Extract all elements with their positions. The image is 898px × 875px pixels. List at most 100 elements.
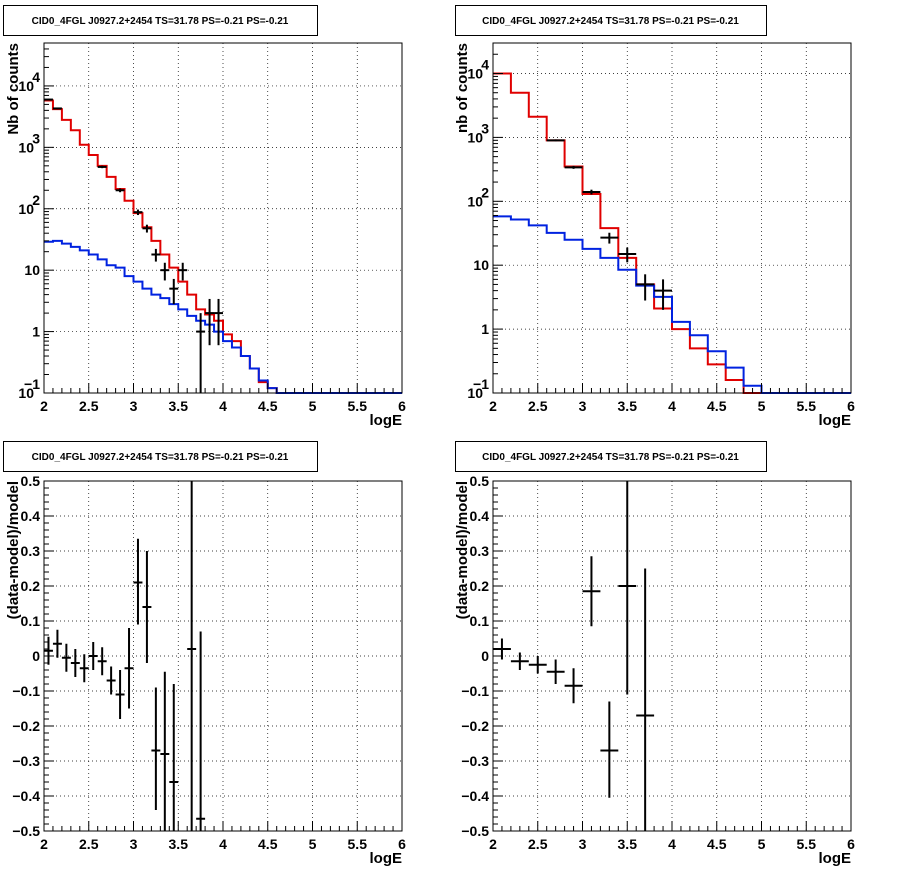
data-point [600, 232, 619, 244]
data-point [61, 643, 71, 672]
chart-panel-4: CID0_4FGL J0927.2+2454 TS=31.78 PS=-0.21… [454, 441, 855, 867]
chart-title: CID0_4FGL J0927.2+2454 TS=31.78 PS=-0.21… [482, 16, 739, 27]
data-point [582, 189, 601, 195]
y-tick-label: 0.4 [21, 508, 41, 524]
y-tick-label: 10 [18, 201, 34, 217]
y-tick-exponent: −1 [24, 376, 40, 392]
x-tick-label: 3.5 [618, 836, 638, 852]
y-axis-title: nb of counts [454, 43, 471, 133]
y-tick-label: −0.4 [12, 788, 40, 804]
x-axis-title: logE [370, 412, 403, 429]
data-point [546, 139, 565, 142]
y-tick-label: 10 [467, 65, 483, 81]
y-tick-exponent: 2 [481, 184, 489, 200]
data-point [582, 556, 601, 627]
chart-panel-3: CID0_4FGL J0927.2+2454 TS=31.78 PS=-0.21… [3, 441, 406, 867]
data-point [546, 659, 565, 684]
data-point [196, 313, 206, 393]
x-tick-label: 6 [847, 398, 855, 414]
x-tick-label: 5.5 [348, 836, 368, 852]
data-point [600, 701, 619, 798]
x-tick-label: 2.5 [79, 398, 99, 414]
data-point [187, 481, 197, 831]
data-point [97, 647, 107, 676]
y-tick-label: −0.4 [461, 788, 489, 804]
y-tick-label: 0.3 [470, 543, 490, 559]
x-tick-label: 5.5 [797, 398, 817, 414]
x-tick-label: 3.5 [618, 398, 638, 414]
data-point [564, 165, 583, 169]
histogram-series-2 [493, 215, 851, 394]
y-tick-label: 0 [32, 648, 40, 664]
histogram-series-1 [44, 99, 402, 394]
y-tick-exponent: 4 [32, 69, 40, 85]
x-tick-label: 2 [489, 398, 497, 414]
y-axis-title: (data-model)/model [454, 481, 471, 619]
x-tick-label: 4.5 [258, 398, 278, 414]
x-tick-label: 3 [130, 836, 138, 852]
x-tick-label: 5 [758, 398, 766, 414]
y-tick-label: −0.1 [461, 683, 489, 699]
chart-title: CID0_4FGL J0927.2+2454 TS=31.78 PS=-0.21… [32, 16, 289, 27]
y-tick-label: 1 [481, 321, 489, 337]
data-point [528, 656, 547, 674]
y-tick-label: 0.3 [21, 543, 41, 559]
data-point [97, 165, 107, 169]
y-tick-label: −0.2 [12, 718, 40, 734]
y-tick-label: 0 [481, 648, 489, 664]
x-tick-label: 3 [579, 398, 587, 414]
data-point [70, 649, 80, 677]
y-tick-label: −0.2 [461, 718, 489, 734]
y-axis-title: Nb of counts [5, 43, 22, 135]
x-tick-label: 3 [130, 398, 138, 414]
x-tick-label: 5 [309, 836, 317, 852]
x-tick-label: 5 [758, 836, 766, 852]
data-point [52, 629, 62, 658]
y-tick-label: 10 [473, 257, 489, 273]
data-point [44, 636, 53, 665]
data-point [52, 107, 62, 110]
data-point [169, 278, 179, 305]
data-point [115, 188, 125, 193]
x-tick-label: 2.5 [528, 398, 548, 414]
x-axis-title: logE [819, 850, 852, 867]
title-box [3, 5, 318, 36]
data-point [564, 668, 583, 704]
data-points [546, 139, 672, 310]
data-point [106, 666, 116, 695]
y-tick-exponent: 4 [481, 56, 489, 72]
data-point [124, 628, 134, 709]
x-tick-label: 2 [489, 836, 497, 852]
data-point [88, 642, 98, 670]
x-tick-label: 6 [398, 836, 406, 852]
y-tick-label: 0.4 [470, 508, 490, 524]
x-tick-label: 4 [219, 836, 227, 852]
y-tick-label: 10 [24, 262, 40, 278]
y-tick-label: 0.5 [21, 473, 41, 489]
y-tick-label: −0.3 [12, 753, 40, 769]
x-tick-label: 5.5 [797, 836, 817, 852]
x-tick-label: 4.5 [707, 836, 727, 852]
chart-panel-2: CID0_4FGL J0927.2+2454 TS=31.78 PS=-0.21… [454, 5, 855, 429]
grid [492, 43, 852, 394]
y-tick-exponent: −1 [473, 376, 489, 392]
data-point [205, 298, 215, 346]
x-tick-label: 5 [309, 398, 317, 414]
chart-panel-1: CID0_4FGL J0927.2+2454 TS=31.78 PS=-0.21… [3, 5, 406, 429]
y-tick-label: 0.2 [21, 578, 41, 594]
y-tick-exponent: 3 [481, 120, 489, 136]
data-point [510, 652, 529, 670]
y-tick-label: 10 [18, 78, 34, 94]
y-tick-label: 10 [18, 385, 34, 401]
data-point [151, 687, 161, 810]
y-tick-exponent: 2 [32, 192, 40, 208]
data-point [618, 247, 637, 263]
y-tick-label: 0.1 [470, 613, 490, 629]
y-tick-label: −0.3 [461, 753, 489, 769]
data-point [654, 279, 672, 310]
data-point [636, 274, 655, 301]
data-point [160, 671, 170, 831]
x-tick-label: 5.5 [348, 398, 368, 414]
x-axis-title: logE [819, 412, 852, 429]
y-tick-label: 1 [32, 324, 40, 340]
